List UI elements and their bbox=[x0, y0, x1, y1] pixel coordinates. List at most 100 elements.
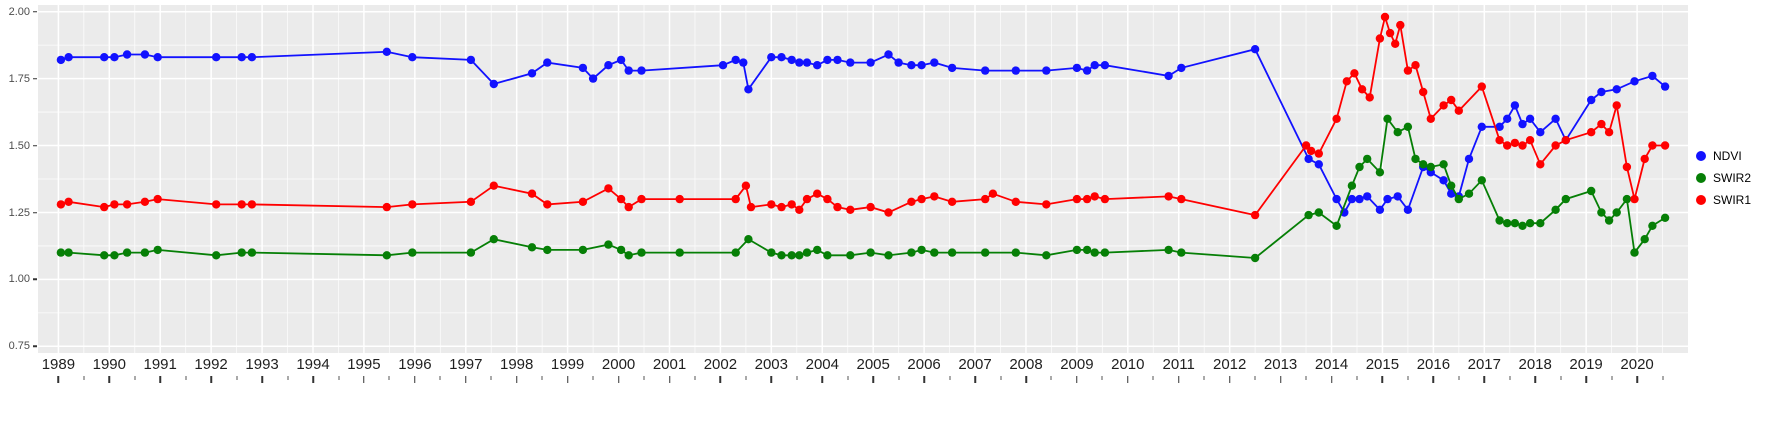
data-point bbox=[1355, 162, 1364, 172]
data-point bbox=[777, 251, 786, 260]
data-point bbox=[1536, 219, 1545, 228]
legend-key-dot bbox=[1696, 173, 1706, 183]
data-point bbox=[1072, 194, 1082, 204]
data-point bbox=[1561, 194, 1571, 204]
data-point bbox=[1314, 208, 1324, 217]
data-point bbox=[1042, 66, 1051, 75]
data-point bbox=[527, 189, 537, 198]
y-axis-tick-mark bbox=[33, 144, 37, 147]
y-axis-tick-label: 1.25 bbox=[8, 206, 30, 219]
x-axis-minor-tick-mark bbox=[1407, 376, 1409, 380]
legend-key-dot bbox=[1696, 195, 1706, 205]
data-point bbox=[1380, 12, 1390, 22]
y-axis-tick-label: 1.50 bbox=[8, 139, 30, 152]
data-point bbox=[1042, 200, 1051, 209]
data-point bbox=[1100, 248, 1110, 257]
y-axis-tick-mark bbox=[33, 211, 37, 214]
x-axis-year-label: 2003 bbox=[754, 356, 788, 373]
data-point bbox=[1090, 248, 1099, 257]
data-point bbox=[746, 202, 756, 212]
x-axis-minor-tick-mark bbox=[592, 376, 594, 380]
data-point bbox=[718, 61, 728, 70]
data-point bbox=[988, 189, 998, 198]
data-point bbox=[637, 194, 646, 204]
data-point bbox=[1042, 251, 1051, 260]
data-point bbox=[947, 248, 957, 257]
data-point bbox=[1164, 71, 1173, 81]
x-axis-tick-mark bbox=[1127, 376, 1129, 383]
data-point bbox=[1419, 87, 1428, 97]
data-point bbox=[833, 202, 842, 212]
data-point bbox=[767, 200, 776, 209]
data-point bbox=[1510, 219, 1520, 228]
data-point bbox=[100, 53, 109, 62]
legend-entry-SWIR2: SWIR2 bbox=[1696, 167, 1751, 189]
x-axis-minor-tick-mark bbox=[1560, 376, 1562, 380]
data-point bbox=[527, 69, 537, 78]
y-axis-tick-mark bbox=[33, 10, 37, 13]
data-point bbox=[795, 251, 804, 260]
data-point bbox=[930, 192, 939, 201]
data-point bbox=[578, 197, 588, 206]
x-axis-year-label: 2001 bbox=[652, 356, 687, 373]
data-point bbox=[1363, 192, 1372, 201]
x-axis-tick-mark bbox=[1177, 376, 1180, 383]
data-point bbox=[1612, 101, 1621, 110]
x-axis-minor-tick-mark bbox=[1203, 376, 1205, 380]
x-axis-minor-tick-mark bbox=[796, 376, 798, 380]
x-axis-year-label: 1993 bbox=[245, 356, 279, 373]
data-point bbox=[56, 200, 66, 209]
data-point bbox=[153, 194, 162, 204]
data-point bbox=[1612, 208, 1621, 217]
data-point bbox=[489, 235, 498, 244]
data-point bbox=[1551, 205, 1560, 214]
data-point bbox=[1551, 114, 1560, 124]
data-point bbox=[1419, 160, 1428, 169]
data-point bbox=[1082, 245, 1092, 255]
data-point bbox=[1447, 189, 1456, 198]
data-point bbox=[1393, 128, 1402, 137]
data-point bbox=[466, 248, 476, 257]
data-point bbox=[1660, 82, 1670, 91]
x-axis-tick-mark bbox=[1025, 376, 1027, 383]
x-axis-minor-tick-mark bbox=[1101, 376, 1103, 380]
data-point bbox=[1100, 61, 1110, 70]
data-point bbox=[947, 63, 957, 73]
data-point bbox=[1347, 194, 1357, 204]
x-axis-year-label: 2019 bbox=[1569, 356, 1603, 373]
data-point bbox=[64, 197, 73, 206]
data-point bbox=[1250, 210, 1260, 220]
x-axis-year-label: 2011 bbox=[1162, 356, 1195, 373]
data-point bbox=[1612, 85, 1621, 94]
data-point bbox=[866, 248, 875, 257]
data-point bbox=[675, 194, 684, 204]
data-point bbox=[604, 240, 613, 249]
plot-svg bbox=[38, 5, 1688, 353]
data-point bbox=[1640, 235, 1649, 244]
x-axis-minor-tick-mark bbox=[236, 376, 238, 380]
data-point bbox=[1518, 141, 1527, 150]
data-point bbox=[140, 197, 150, 206]
data-point bbox=[489, 181, 498, 190]
data-point bbox=[823, 194, 832, 204]
data-point bbox=[122, 248, 132, 257]
x-axis-tick-mark bbox=[1585, 376, 1587, 383]
x-axis-year-label: 2013 bbox=[1263, 356, 1298, 373]
data-point bbox=[616, 245, 626, 255]
data-point bbox=[1375, 34, 1385, 43]
data-point bbox=[894, 58, 903, 67]
data-point bbox=[1403, 66, 1413, 75]
data-point bbox=[408, 200, 417, 209]
x-axis-year-label: 1999 bbox=[550, 356, 585, 373]
data-point bbox=[64, 248, 73, 257]
x-axis-year-label: 2016 bbox=[1416, 356, 1451, 373]
x-axis-year-label: 1995 bbox=[347, 356, 381, 373]
data-point bbox=[846, 205, 855, 214]
data-point bbox=[382, 47, 391, 56]
data-point bbox=[1604, 128, 1614, 137]
x-axis-tick-mark bbox=[923, 376, 925, 383]
data-point bbox=[907, 61, 916, 70]
x-axis-minor-tick-mark bbox=[1356, 376, 1358, 380]
legend-key-dot bbox=[1696, 151, 1706, 161]
data-point bbox=[247, 248, 257, 257]
